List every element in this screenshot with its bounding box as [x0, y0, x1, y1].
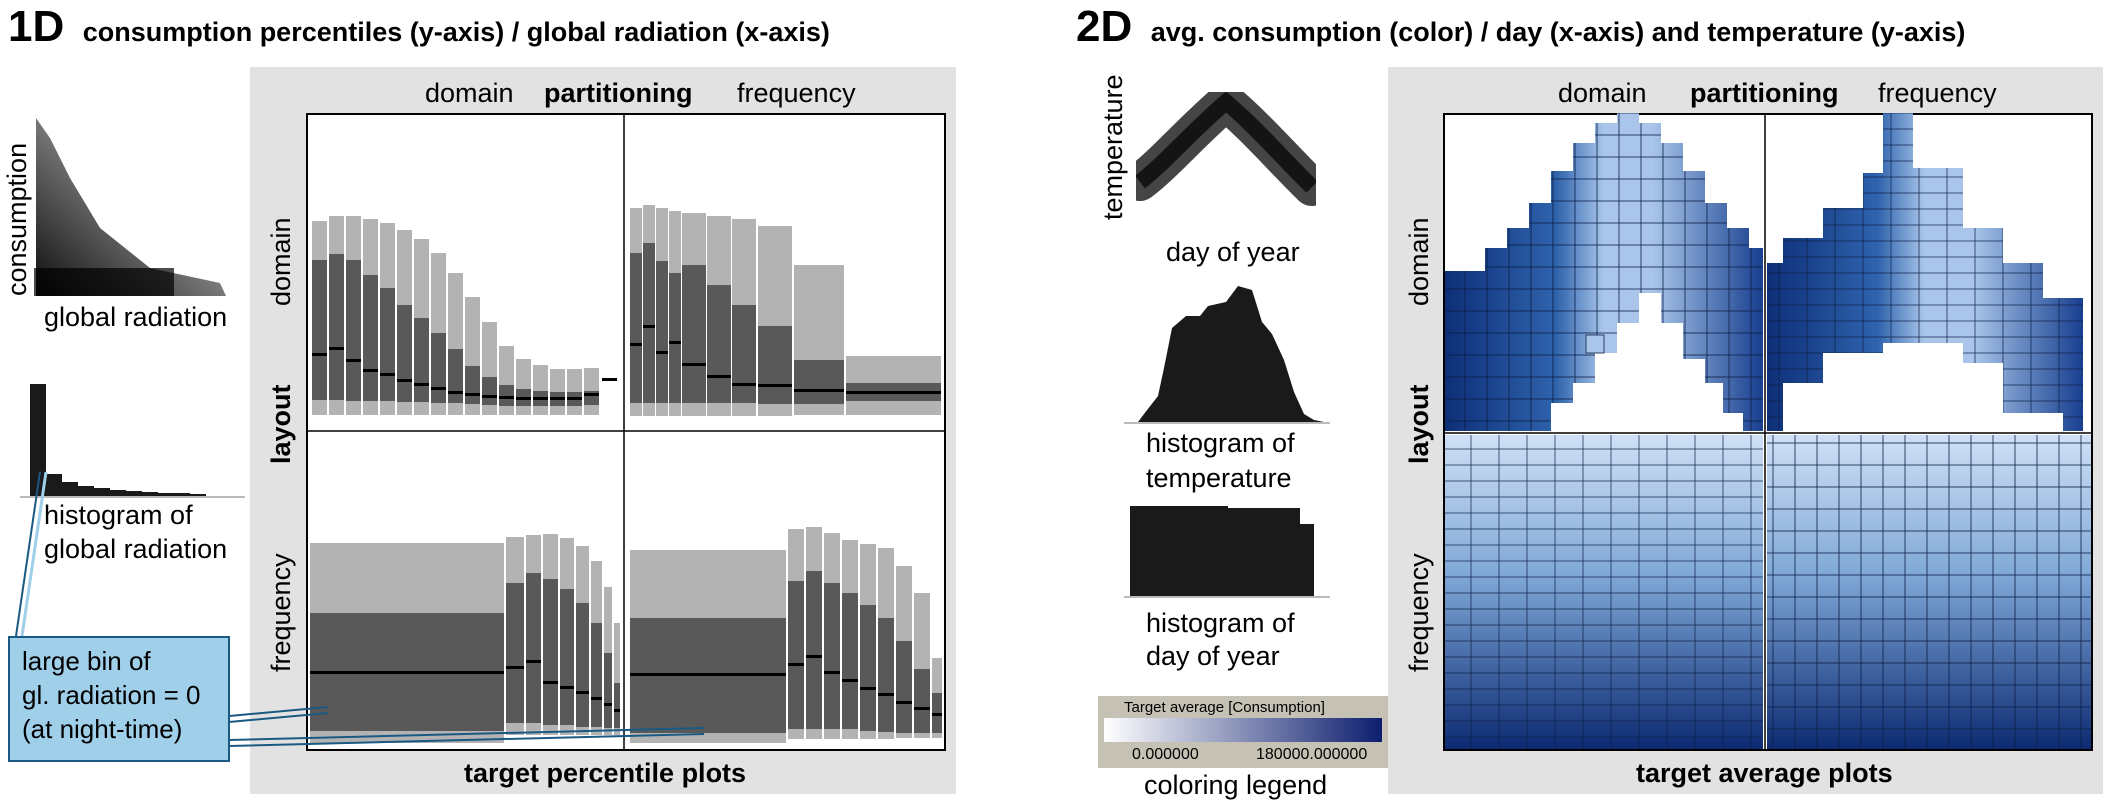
histogram-global-radiation	[20, 384, 245, 498]
panel-1d-id: 1D	[8, 2, 65, 51]
header-2d-domain: domain	[1558, 78, 1647, 108]
plot-frequency-domain	[310, 534, 620, 743]
scatter-2d-xlabel: day of year	[1166, 237, 1300, 267]
row-2d-layout: layout	[1404, 384, 1434, 464]
row-2d-frequency: frequency	[1404, 553, 1434, 672]
histogram-day-label-1: histogram of	[1146, 608, 1295, 638]
header-2d-partitioning: partitioning	[1690, 78, 1839, 108]
callout-line-3: (at night-time)	[22, 714, 183, 744]
average-plots	[1443, 113, 2093, 751]
plot-domain-domain	[312, 216, 617, 415]
footer-1d: target percentile plots	[464, 758, 747, 788]
histogram-temperature-label-1: histogram of	[1146, 428, 1295, 458]
avg-domain-domain	[1445, 113, 1763, 431]
histogram-day-of-year	[1124, 506, 1330, 598]
avg-frequency-frequency	[1767, 435, 2091, 749]
panel-1d-subtitle: consumption percentiles (y-axis) / globa…	[82, 17, 830, 47]
panel-1d-title: 1D consumption percentiles (y-axis) / gl…	[8, 2, 830, 52]
scatter-consumption-radiation	[34, 118, 226, 296]
footer-2d: target average plots	[1636, 758, 1893, 788]
header-1d-frequency: frequency	[737, 78, 856, 108]
header-1d-partitioning: partitioning	[544, 78, 693, 108]
callout-connectors	[15, 471, 705, 747]
avg-domain-frequency	[1767, 113, 2083, 431]
histogram-temperature-label-2: temperature	[1146, 463, 1292, 493]
callout-line-2: gl. radiation = 0	[22, 680, 201, 710]
histogram-1d-label-2: global radiation	[44, 534, 228, 564]
scatter-1d-xlabel: global radiation	[44, 302, 228, 332]
plot-frequency-frequency	[630, 527, 942, 743]
header-2d-frequency: frequency	[1878, 78, 1997, 108]
header-1d-domain: domain	[425, 78, 514, 108]
histogram-day-label-2: day of year	[1146, 641, 1280, 671]
legend-min: 0.000000	[1132, 746, 1199, 763]
legend-caption: coloring legend	[1144, 770, 1328, 800]
panel-2d-id: 2D	[1076, 2, 1133, 51]
scatter-temperature-day	[1136, 92, 1316, 206]
panel-2d-title: 2D avg. consumption (color) / day (x-axi…	[1076, 2, 1965, 52]
plot-domain-frequency	[630, 205, 941, 416]
legend-gradient	[1104, 718, 1382, 742]
row-2d-domain: domain	[1404, 217, 1434, 306]
panel-2d-subtitle: avg. consumption (color) / day (x-axis) …	[1150, 17, 1966, 47]
legend-max: 180000.000000	[1256, 746, 1368, 763]
scatter-2d-ylabel: temperature	[1098, 74, 1128, 220]
legend-title: Target average [Consumption]	[1124, 699, 1325, 716]
percentile-plots	[306, 113, 946, 751]
histogram-temperature	[1124, 286, 1330, 424]
callout-line-1: large bin of	[22, 646, 151, 676]
histogram-1d-label-1: histogram of	[44, 500, 193, 530]
night-bin-callout: large bin of gl. radiation = 0 (at night…	[8, 636, 230, 762]
avg-frequency-domain	[1445, 435, 1763, 749]
